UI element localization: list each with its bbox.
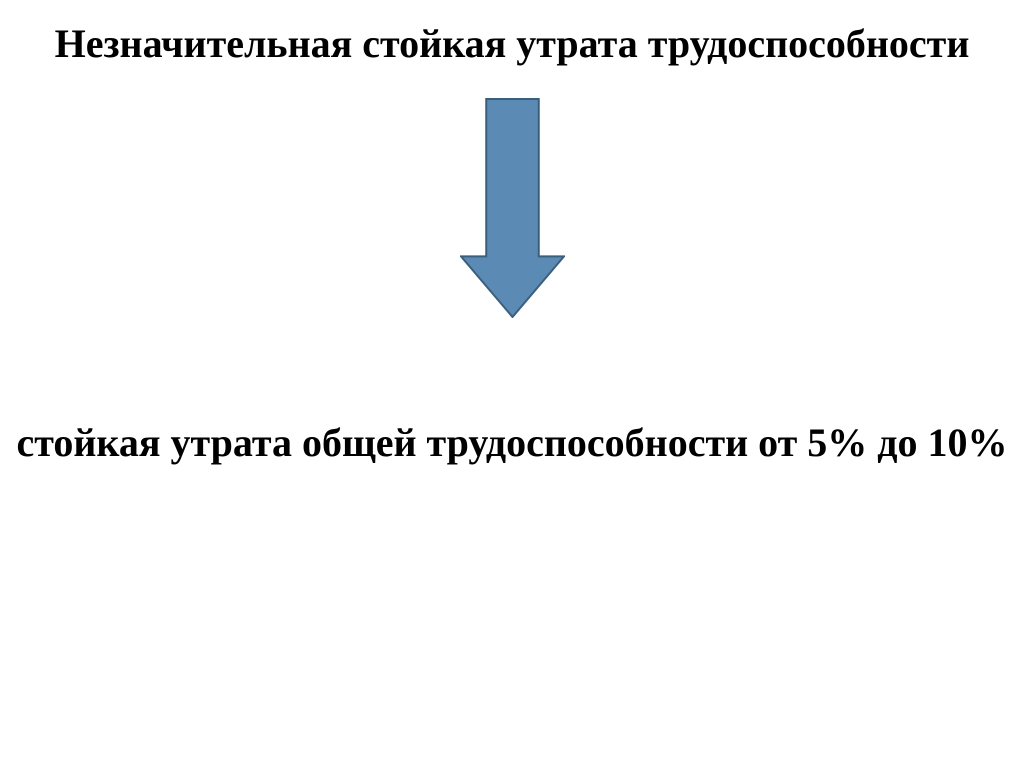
slide-subtitle: стойкая утрата общей трудоспособности от…: [16, 418, 1007, 468]
down-arrow-icon: [460, 98, 565, 318]
arrow-container: [460, 98, 565, 318]
slide-title: Незначительная стойкая утрата трудоспосо…: [55, 20, 970, 68]
